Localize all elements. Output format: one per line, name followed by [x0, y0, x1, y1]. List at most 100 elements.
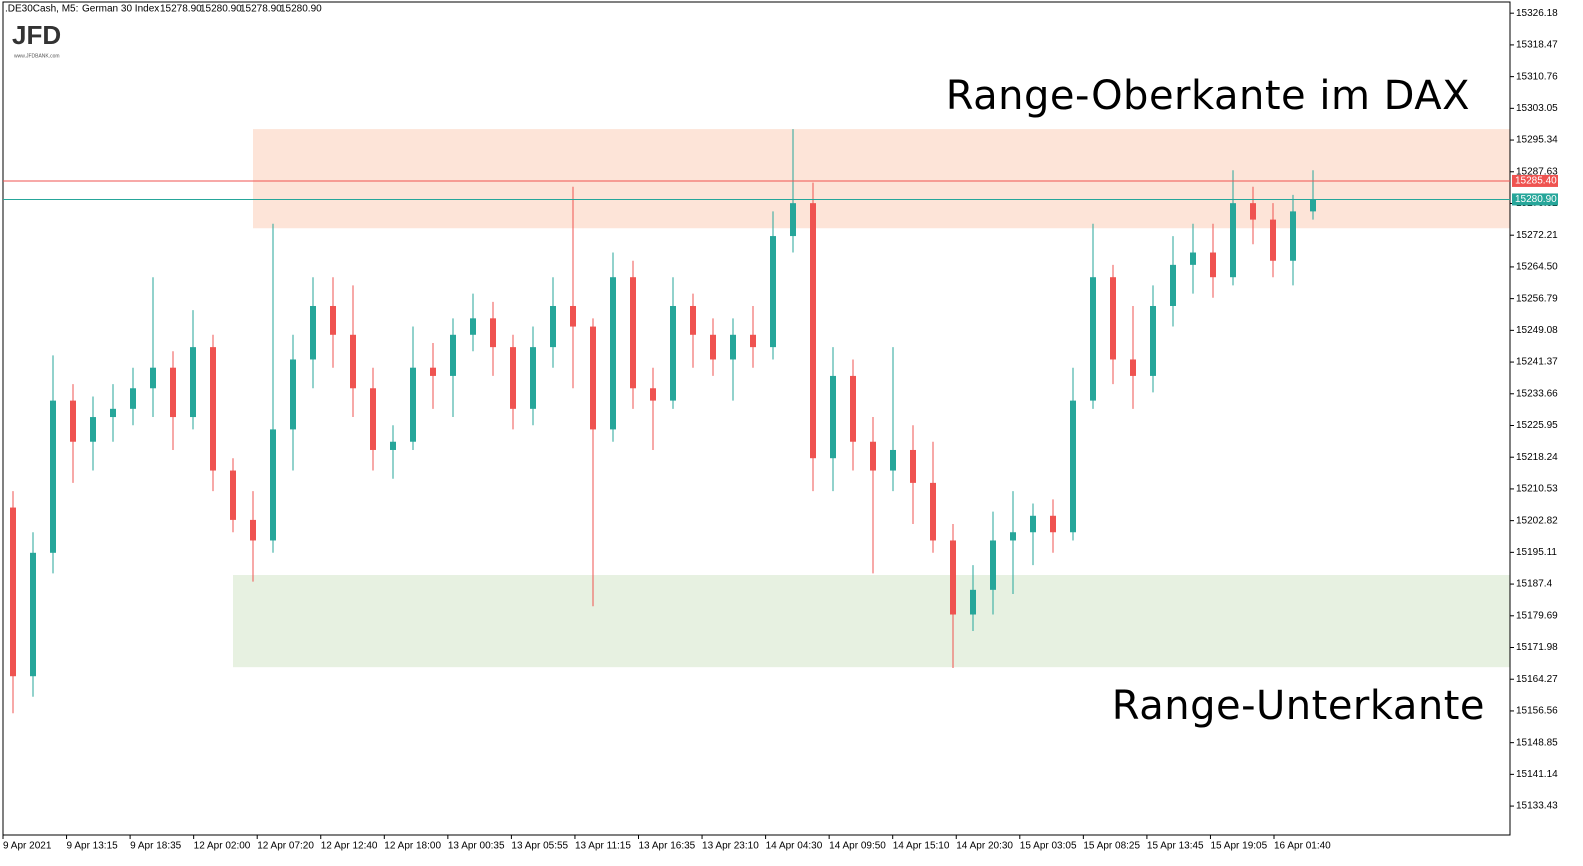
y-tick-label: 15241.37 [1516, 357, 1558, 368]
candle-body [590, 326, 596, 430]
y-tick-label: 15202.82 [1516, 515, 1558, 526]
y-tick-label: 15179.69 [1516, 610, 1558, 621]
candle-body [530, 347, 536, 409]
price-label-box [1512, 193, 1558, 206]
candle-body [230, 470, 236, 520]
candle-body [670, 305, 676, 401]
candle-body [490, 318, 496, 348]
candle-body [1190, 252, 1196, 265]
candle-body [10, 507, 16, 677]
candle-body [410, 367, 416, 442]
y-tick-label: 15310.76 [1516, 71, 1558, 82]
candle-body [30, 552, 36, 677]
y-tick-label: 15264.50 [1516, 262, 1558, 273]
x-tick-label: 13 Apr 05:55 [511, 841, 568, 852]
x-tick-label: 15 Apr 08:25 [1083, 841, 1140, 852]
price-label-box [1512, 174, 1558, 187]
candle-body [1010, 532, 1016, 541]
y-tick-label: 15171.98 [1516, 642, 1558, 653]
y-tick-label: 15256.79 [1516, 293, 1558, 304]
y-tick-label: 15287.63 [1516, 166, 1558, 177]
x-tick-label: 15 Apr 19:05 [1210, 841, 1267, 852]
candle-body [770, 236, 776, 348]
x-tick-label: 12 Apr 02:00 [194, 841, 251, 852]
header-low: 15278.90 [240, 4, 282, 15]
y-tick-label: 15303.05 [1516, 103, 1558, 114]
candle-body [110, 408, 116, 418]
x-tick-label: 15 Apr 03:05 [1020, 841, 1077, 852]
x-tick-label: 9 Apr 13:15 [67, 841, 119, 852]
header-symbol: .DE30Cash, M5: [5, 4, 78, 15]
x-tick-label: 14 Apr 04:30 [766, 841, 823, 852]
y-tick-label: 15233.66 [1516, 388, 1558, 399]
y-tick-label: 15210.53 [1516, 484, 1558, 495]
x-tick-label: 12 Apr 18:00 [384, 841, 441, 852]
candle-body [1230, 203, 1236, 278]
plot-frame [2, 1, 1511, 836]
candle-body [550, 305, 556, 348]
plot [10, 129, 1316, 714]
y-tick-label: 15218.24 [1516, 452, 1558, 463]
candle-body [990, 540, 996, 590]
candle-body [1170, 264, 1176, 306]
price-label: 15280.90 [1515, 194, 1557, 205]
y-tick-label: 15133.43 [1516, 801, 1558, 812]
candle-body [50, 400, 56, 553]
candle-body [510, 347, 516, 409]
candle-body [890, 449, 896, 471]
candle-body [1050, 515, 1056, 533]
x-tick-label: 14 Apr 09:50 [829, 841, 886, 852]
candle-body [1210, 252, 1216, 278]
candle-body [310, 305, 316, 360]
candle-body [790, 203, 796, 237]
candle-body [710, 334, 716, 360]
candle-body [250, 519, 256, 541]
candle-body [1090, 277, 1096, 401]
candle-body [1110, 277, 1116, 360]
candle-body [190, 347, 196, 418]
candle-body [90, 417, 96, 442]
candle-body [430, 367, 436, 376]
candle-body [910, 449, 916, 483]
header-close: 15280.90 [280, 4, 322, 15]
zones [233, 129, 1510, 668]
header-instrument: German 30 Index [82, 4, 159, 15]
candle-body [270, 429, 276, 541]
candle-body [390, 441, 396, 450]
range-zone [253, 129, 1510, 229]
logo: JFD [12, 20, 61, 50]
candle-body [1030, 515, 1036, 533]
candle-body [70, 400, 76, 442]
candle-body [750, 334, 756, 348]
candle-body [1250, 203, 1256, 220]
candle-body [150, 367, 156, 389]
candle-body [870, 441, 876, 471]
x-tick-label: 14 Apr 20:30 [956, 841, 1013, 852]
candle-body [470, 318, 476, 335]
candle-body [570, 305, 576, 327]
x-tick-label: 12 Apr 07:20 [257, 841, 314, 852]
y-tick-label: 15187.4 [1516, 579, 1553, 590]
x-tick-label: 9 Apr 2021 [3, 841, 52, 852]
candle-body [130, 388, 136, 409]
candle-body [730, 334, 736, 360]
y-tick-label: 15164.27 [1516, 674, 1558, 685]
candle-body [1290, 211, 1296, 261]
candle-body [630, 277, 636, 389]
x-tick-label: 14 Apr 15:10 [893, 841, 950, 852]
y-tick-label: 15148.85 [1516, 737, 1558, 748]
candle-body [930, 482, 936, 541]
candle-body [1070, 400, 1076, 533]
x-tick-label: 13 Apr 00:35 [448, 841, 505, 852]
candle-body [450, 334, 456, 376]
zone-label: Range-Unterkante [1112, 683, 1485, 729]
candle-body [370, 388, 376, 450]
header-open: 15278.90 [160, 4, 202, 15]
header-high: 15280.90 [200, 4, 242, 15]
y-tick-label: 15249.08 [1516, 325, 1558, 336]
candle-body [1270, 219, 1276, 261]
range-zone [233, 575, 1510, 668]
candle-body [1130, 359, 1136, 376]
